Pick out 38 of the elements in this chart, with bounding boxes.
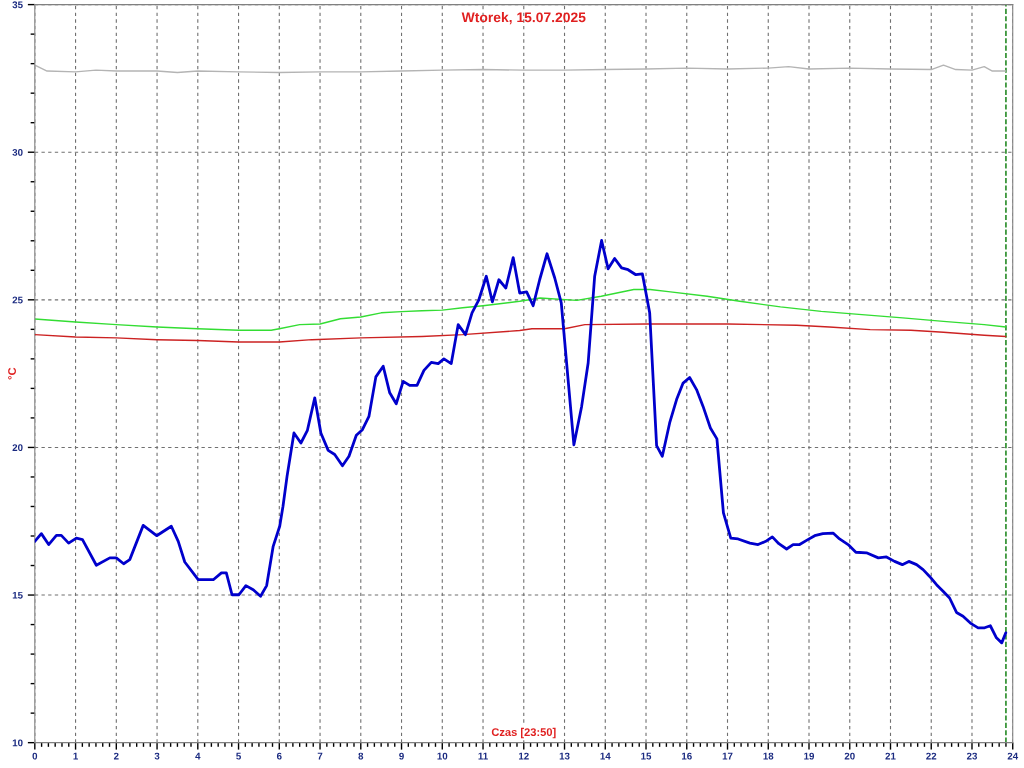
x-tick-label: 17: [722, 752, 733, 760]
y-tick-label: 30: [12, 148, 23, 156]
y-axis-title: °C: [8, 367, 16, 380]
line-series: [34, 323, 1007, 343]
x-tick-label: 18: [763, 752, 774, 760]
chart-title: Wtorek, 15.07.2025: [461, 12, 586, 25]
line-series: [34, 288, 1007, 331]
x-tick-label: 20: [844, 752, 855, 760]
x-tick-label: 22: [926, 752, 937, 760]
x-tick-label: 21: [885, 752, 896, 760]
x-tick-label: 0: [32, 752, 38, 760]
line-series: [34, 64, 1007, 74]
x-tick-label: 15: [641, 752, 652, 760]
y-tick-label: 35: [12, 1, 23, 9]
x-tick-label: 9: [399, 752, 404, 760]
x-tick-label: 19: [804, 752, 815, 760]
y-tick-label: 15: [12, 591, 23, 599]
x-tick-label: 1: [73, 752, 78, 760]
x-tick-label: 7: [317, 752, 323, 760]
x-tick-label: 2: [113, 752, 119, 760]
y-tick-label: 25: [12, 296, 23, 304]
line-series: [34, 239, 1008, 645]
x-tick-label: 4: [195, 752, 201, 760]
x-tick-label: 24: [1007, 752, 1019, 760]
x-tick-label: 10: [437, 752, 448, 760]
x-tick-label: 11: [478, 752, 488, 760]
x-axis-title: Czas [23:50]: [491, 727, 556, 739]
x-tick-label: 6: [276, 752, 282, 760]
x-tick-label: 3: [154, 752, 160, 760]
y-tick-label: 10: [12, 739, 23, 747]
x-tick-label: 5: [236, 752, 241, 760]
y-tick-label: 20: [12, 444, 23, 452]
x-tick-label: 12: [518, 752, 529, 760]
x-tick-label: 8: [358, 752, 364, 760]
x-tick-label: 14: [600, 752, 611, 760]
x-tick-label: 16: [681, 752, 692, 760]
x-tick-label: 13: [559, 752, 570, 760]
x-tick-label: 23: [966, 752, 978, 760]
